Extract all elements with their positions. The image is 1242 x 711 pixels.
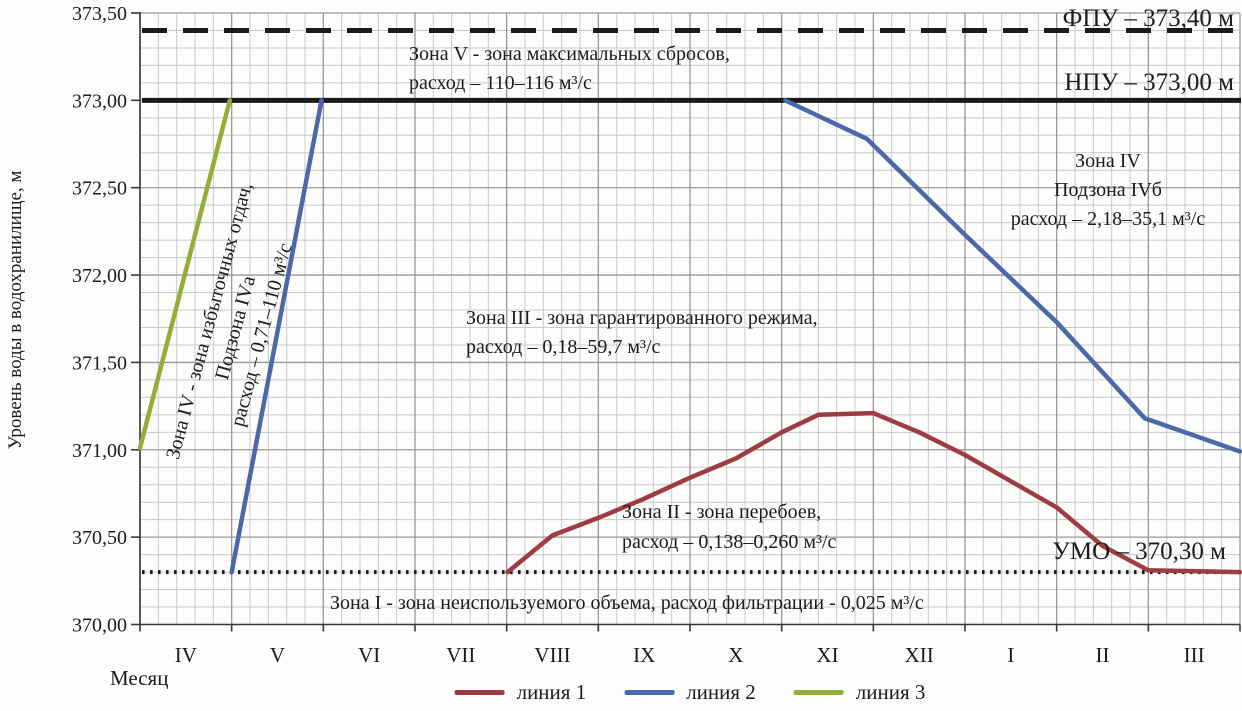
x-tick-label: IX [633,643,655,667]
x-tick-label: VII [446,643,475,667]
legend-swatch-line3 [793,690,844,695]
ref-label-NPU: НПУ – 373,00 м [1064,69,1234,96]
annotation-text-line: расход – 2,18–35,1 м³/с [1010,208,1206,230]
y-tick-label: 371,50 [72,352,127,374]
annotation-text-line: расход – 0,18–59,7 м³/с [466,336,661,358]
ref-label-FPU: ФПУ – 373,40 м [1062,5,1234,32]
annotation-text-line: Зона V - зона максимальных сбросов, [409,43,730,65]
y-tick-label: 371,00 [72,440,127,462]
annotation-text-line: Зона I - зона неиспользуемого объема, ра… [330,592,924,614]
annotation-text-line: Зона IV [1075,150,1141,172]
annotation-text-line: Зона II - зона перебоев, [622,501,822,523]
legend-label: линия 3 [855,680,926,704]
annotation-zone5: Зона V - зона максимальных сбросов, расхо… [409,40,730,98]
annotation-text-line: расход – 110–116 м³/с [409,72,592,94]
annotation-zone2: Зона II - зона перебоев, расход – 0,138–0… [622,497,836,557]
annotation-text-line: расход – 0,138–0,260 м³/с [622,531,837,553]
x-axis-title: Месяц [110,666,169,690]
series-line2 [783,98,1242,454]
y-tick-label: 373,50 [72,3,127,25]
ref-label-UMO: УМО – 370,30 м [1052,538,1226,565]
y-tick-label: 372,50 [72,178,127,200]
x-tick-label: I [1007,643,1014,667]
annotation-text-line: Подзона IVб [1054,179,1162,201]
series-line1 [505,410,1242,575]
y-tick-label: 370,50 [72,527,127,549]
series-line3 [137,98,233,451]
series-line2 [229,98,324,575]
x-tick-label: III [1184,643,1205,667]
legend-item-line1: линия 1 [454,680,587,705]
annotation-zone1: Зона I - зона неиспользуемого объема, ра… [330,590,924,616]
legend-item-line2: линия 2 [624,680,756,705]
x-tick-label: XI [816,643,838,667]
y-tick-label: 372,00 [72,265,127,287]
x-tick-label: V [270,643,285,667]
annotation-text-line: Зона III - зона гарантированного режима, [466,307,818,329]
x-tick-label: IV [175,643,197,667]
annotation-zone3: Зона III - зона гарантированного режима,… [466,304,818,362]
x-tick-label: VIII [534,643,570,667]
annotation-zone4b: Зона IV Подзона IVб расход – 2,18–35,1 м³/… [975,147,1241,234]
legend-swatch-line1 [454,690,505,695]
legend: линия 1 линия 2 линия 3 [454,680,926,705]
y-tick-label: 373,00 [72,90,127,112]
x-tick-label: X [728,643,743,667]
legend-swatch-line2 [624,690,675,695]
legend-item-line3: линия 3 [793,680,926,705]
y-tick-label: 370,00 [72,615,127,637]
legend-label: линия 1 [516,680,587,704]
x-tick-label: VI [358,643,380,667]
x-tick-label: II [1096,643,1110,667]
x-tick-label: XII [905,643,934,667]
legend-label: линия 2 [686,680,756,704]
axes [131,12,1241,632]
